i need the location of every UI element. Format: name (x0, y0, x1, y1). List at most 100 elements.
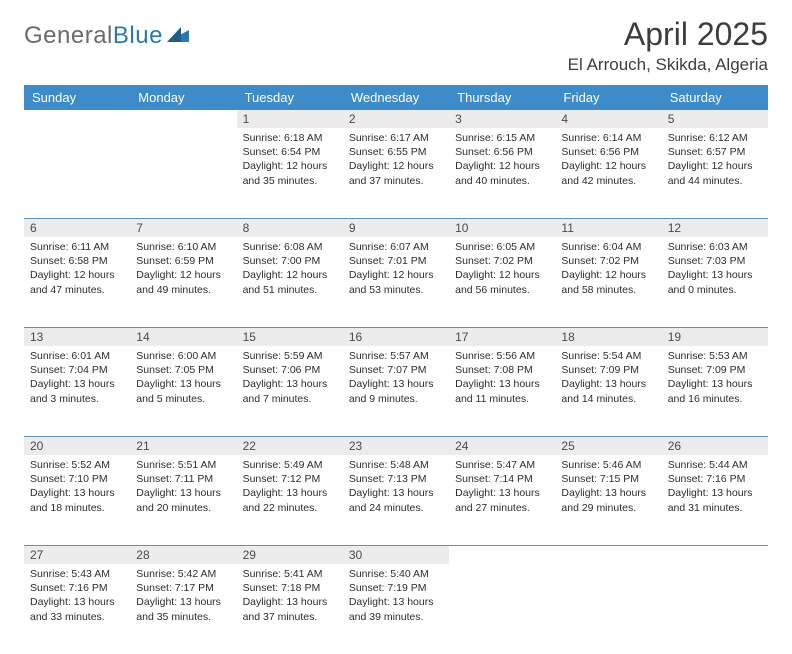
sunset-text: Sunset: 7:09 PM (561, 363, 655, 377)
day-number: 2 (343, 110, 449, 128)
daylight-text: Daylight: 13 hours and 0 minutes. (668, 268, 762, 296)
day-cell-empty (130, 128, 236, 137)
day-cell: Sunrise: 6:04 AMSunset: 7:02 PMDaylight:… (555, 237, 661, 303)
daylight-text: Daylight: 12 hours and 37 minutes. (349, 159, 443, 187)
day-number-empty (130, 110, 236, 114)
sunrise-text: Sunrise: 6:05 AM (455, 240, 549, 254)
day-cell: Sunrise: 6:11 AMSunset: 6:58 PMDaylight:… (24, 237, 130, 303)
day-number: 12 (662, 218, 768, 237)
sunset-text: Sunset: 7:06 PM (243, 363, 337, 377)
sunrise-text: Sunrise: 6:00 AM (136, 349, 230, 363)
day-number: 21 (130, 436, 236, 455)
sunrise-text: Sunrise: 6:07 AM (349, 240, 443, 254)
weekday-header-row: Sunday Monday Tuesday Wednesday Thursday… (24, 85, 768, 110)
day-cell: Sunrise: 6:17 AMSunset: 6:55 PMDaylight:… (343, 128, 449, 194)
day-cell: Sunrise: 6:05 AMSunset: 7:02 PMDaylight:… (449, 237, 555, 303)
day-number: 30 (343, 545, 449, 564)
daylight-text: Daylight: 13 hours and 18 minutes. (30, 486, 124, 514)
day-cell: Sunrise: 5:53 AMSunset: 7:09 PMDaylight:… (662, 346, 768, 412)
day-number-empty (24, 110, 130, 114)
day-content-row: Sunrise: 6:18 AMSunset: 6:54 PMDaylight:… (24, 128, 768, 218)
day-number: 14 (130, 327, 236, 346)
daylight-text: Daylight: 13 hours and 11 minutes. (455, 377, 549, 405)
sunset-text: Sunset: 7:15 PM (561, 472, 655, 486)
day-number: 23 (343, 436, 449, 455)
sunset-text: Sunset: 7:13 PM (349, 472, 443, 486)
calendar-page: GeneralBlue April 2025 El Arrouch, Skikd… (0, 0, 792, 612)
sunset-text: Sunset: 7:02 PM (455, 254, 549, 268)
title-block: April 2025 El Arrouch, Skikda, Algeria (568, 16, 768, 75)
day-content-row: Sunrise: 6:11 AMSunset: 6:58 PMDaylight:… (24, 237, 768, 327)
sunrise-text: Sunrise: 6:03 AM (668, 240, 762, 254)
day-content-row: Sunrise: 5:43 AMSunset: 7:16 PMDaylight:… (24, 564, 768, 654)
day-number: 29 (237, 545, 343, 564)
day-cell: Sunrise: 6:15 AMSunset: 6:56 PMDaylight:… (449, 128, 555, 194)
day-number: 9 (343, 218, 449, 237)
sunset-text: Sunset: 7:01 PM (349, 254, 443, 268)
sunset-text: Sunset: 7:18 PM (243, 581, 337, 595)
day-number: 20 (24, 436, 130, 455)
day-cell: Sunrise: 5:59 AMSunset: 7:06 PMDaylight:… (237, 346, 343, 412)
day-number: 7 (130, 218, 236, 237)
day-cell: Sunrise: 6:12 AMSunset: 6:57 PMDaylight:… (662, 128, 768, 194)
sunset-text: Sunset: 7:16 PM (668, 472, 762, 486)
day-cell: Sunrise: 6:14 AMSunset: 6:56 PMDaylight:… (555, 128, 661, 194)
sunset-text: Sunset: 7:02 PM (561, 254, 655, 268)
day-cell: Sunrise: 6:01 AMSunset: 7:04 PMDaylight:… (24, 346, 130, 412)
sunset-text: Sunset: 7:09 PM (668, 363, 762, 377)
daylight-text: Daylight: 12 hours and 47 minutes. (30, 268, 124, 296)
weekday-header: Thursday (449, 85, 555, 110)
sunrise-text: Sunrise: 5:53 AM (668, 349, 762, 363)
calendar-table: Sunday Monday Tuesday Wednesday Thursday… (24, 85, 768, 654)
sunrise-text: Sunrise: 6:08 AM (243, 240, 337, 254)
daylight-text: Daylight: 13 hours and 24 minutes. (349, 486, 443, 514)
day-number: 28 (130, 545, 236, 564)
sunset-text: Sunset: 7:17 PM (136, 581, 230, 595)
day-cell: Sunrise: 5:41 AMSunset: 7:18 PMDaylight:… (237, 564, 343, 630)
logo-word-blue: Blue (113, 22, 163, 49)
daylight-text: Daylight: 13 hours and 16 minutes. (668, 377, 762, 405)
daylight-text: Daylight: 12 hours and 40 minutes. (455, 159, 549, 187)
sunrise-text: Sunrise: 5:42 AM (136, 567, 230, 581)
logo-word-general: General (24, 22, 113, 49)
day-cell-empty (555, 564, 661, 573)
day-cell: Sunrise: 6:10 AMSunset: 6:59 PMDaylight:… (130, 237, 236, 303)
sunrise-text: Sunrise: 5:40 AM (349, 567, 443, 581)
day-number: 24 (449, 436, 555, 455)
sunrise-text: Sunrise: 6:10 AM (136, 240, 230, 254)
day-cell: Sunrise: 5:47 AMSunset: 7:14 PMDaylight:… (449, 455, 555, 521)
day-cell: Sunrise: 5:46 AMSunset: 7:15 PMDaylight:… (555, 455, 661, 521)
day-number: 1 (237, 110, 343, 128)
day-number-empty (555, 545, 661, 550)
sunrise-text: Sunrise: 5:51 AM (136, 458, 230, 472)
day-cell: Sunrise: 5:44 AMSunset: 7:16 PMDaylight:… (662, 455, 768, 521)
day-number: 15 (237, 327, 343, 346)
sunset-text: Sunset: 7:03 PM (668, 254, 762, 268)
sunrise-text: Sunrise: 5:54 AM (561, 349, 655, 363)
day-number: 4 (555, 110, 661, 128)
daynum-row: 13141516171819 (24, 327, 768, 346)
sunset-text: Sunset: 6:54 PM (243, 145, 337, 159)
day-cell: Sunrise: 5:42 AMSunset: 7:17 PMDaylight:… (130, 564, 236, 630)
day-cell: Sunrise: 5:49 AMSunset: 7:12 PMDaylight:… (237, 455, 343, 521)
day-number: 25 (555, 436, 661, 455)
sunset-text: Sunset: 7:04 PM (30, 363, 124, 377)
daylight-text: Daylight: 12 hours and 49 minutes. (136, 268, 230, 296)
daynum-row: 27282930 (24, 545, 768, 564)
logo: GeneralBlue (24, 16, 191, 50)
daylight-text: Daylight: 13 hours and 33 minutes. (30, 595, 124, 623)
day-cell: Sunrise: 6:07 AMSunset: 7:01 PMDaylight:… (343, 237, 449, 303)
day-number: 6 (24, 218, 130, 237)
sunrise-text: Sunrise: 6:17 AM (349, 131, 443, 145)
logo-text: GeneralBlue (24, 22, 163, 50)
sunset-text: Sunset: 7:08 PM (455, 363, 549, 377)
daylight-text: Daylight: 13 hours and 39 minutes. (349, 595, 443, 623)
sunrise-text: Sunrise: 5:57 AM (349, 349, 443, 363)
day-cell: Sunrise: 5:57 AMSunset: 7:07 PMDaylight:… (343, 346, 449, 412)
sunset-text: Sunset: 7:12 PM (243, 472, 337, 486)
sunrise-text: Sunrise: 6:01 AM (30, 349, 124, 363)
daylight-text: Daylight: 13 hours and 29 minutes. (561, 486, 655, 514)
sunrise-text: Sunrise: 5:41 AM (243, 567, 337, 581)
sunset-text: Sunset: 7:14 PM (455, 472, 549, 486)
day-number: 18 (555, 327, 661, 346)
